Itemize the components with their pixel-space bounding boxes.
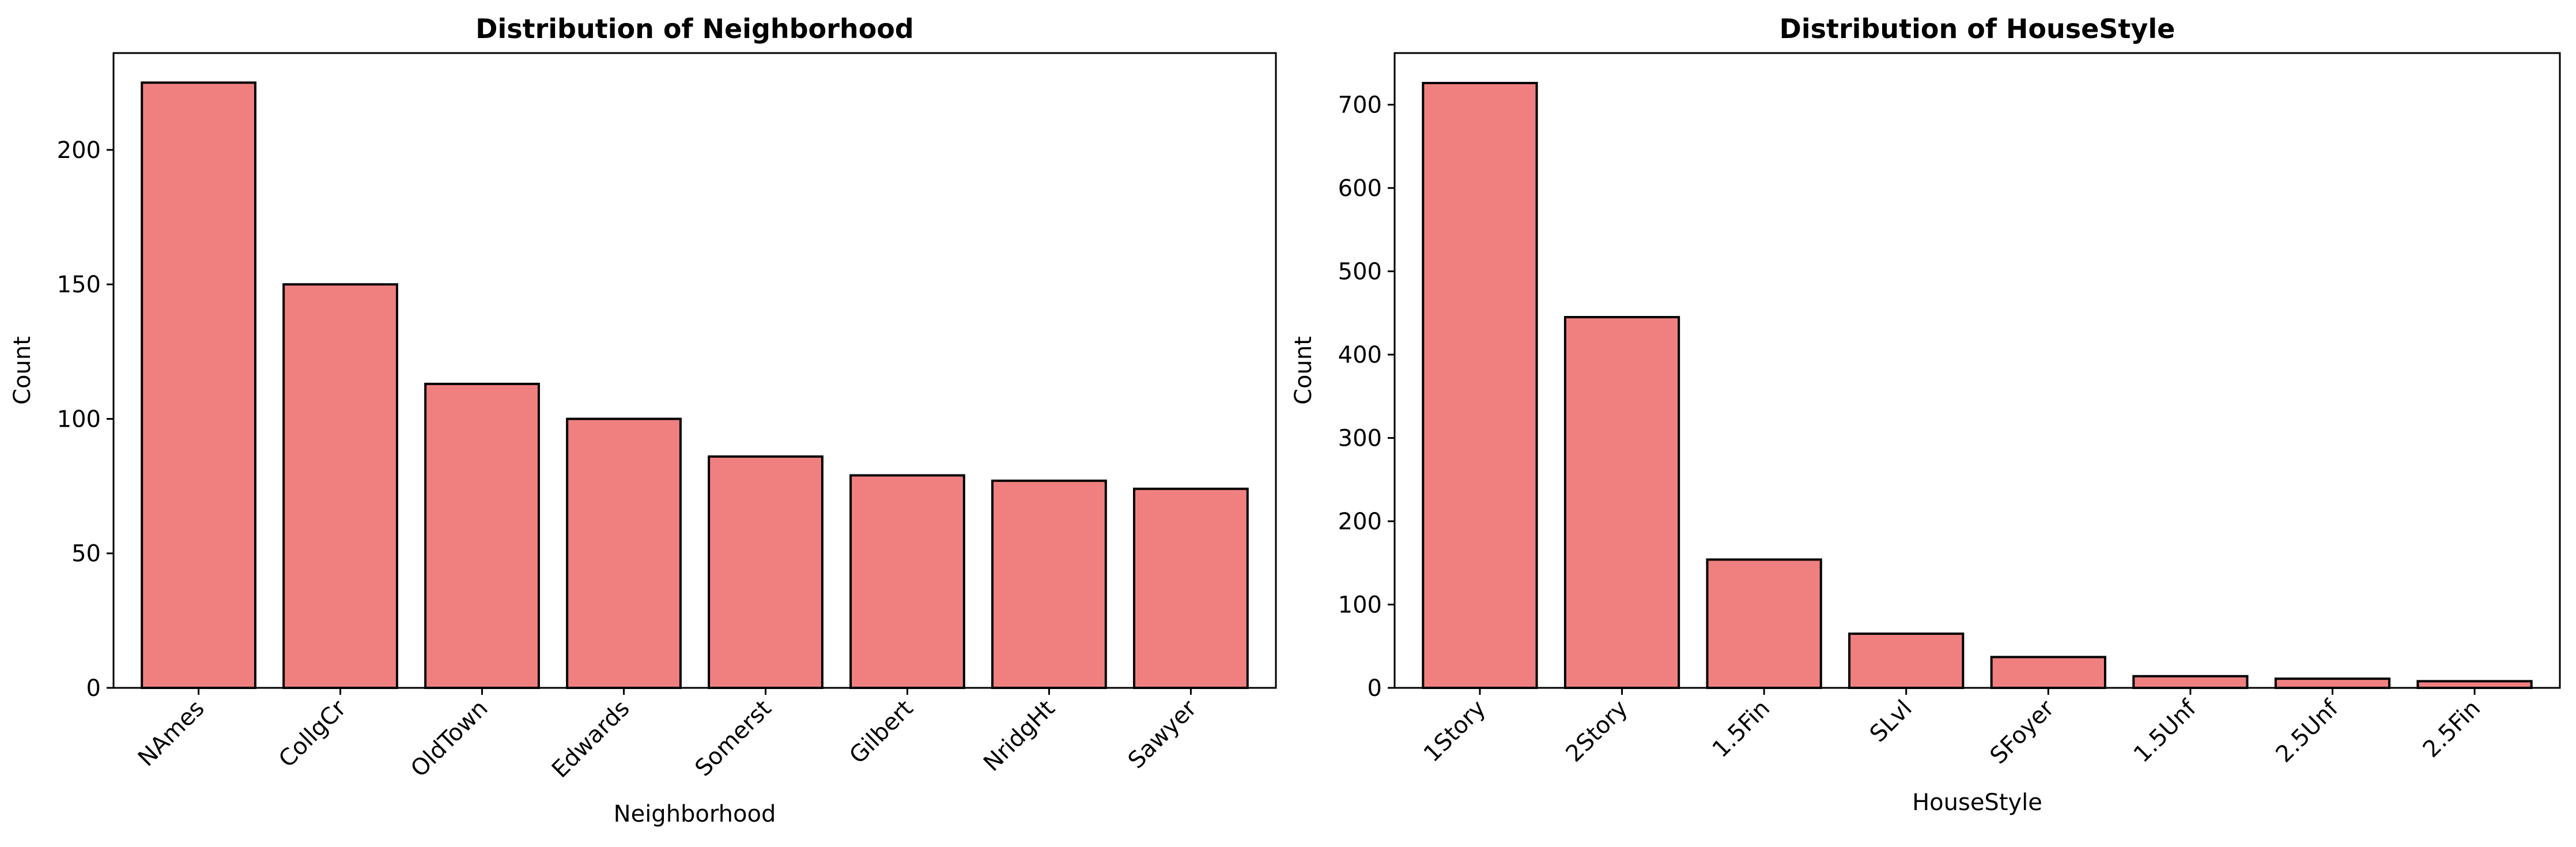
x-axis-label: HouseStyle (1912, 789, 2042, 816)
y-tick-label: 400 (1338, 342, 1382, 368)
x-tick-label: SFoyer (1985, 695, 2060, 769)
x-tick-label: 1.5Unf (2129, 695, 2202, 768)
x-tick-label: Somerst (690, 695, 776, 782)
x-tick-label: Gilbert (844, 695, 918, 769)
x-tick-label: CollgCr (274, 695, 352, 773)
bar (991, 479, 1107, 690)
x-tick-label: NAmes (133, 695, 210, 772)
x-tick-label: 2.5Unf (2271, 695, 2344, 768)
plot-area: 0 50 100 150 200 NAmes CollgCr OldTown Edwards So… (57, 52, 1277, 784)
x-tick-label: 2.5Fin (2418, 695, 2486, 763)
y-tick-label: 600 (1338, 175, 1382, 202)
bar (1990, 656, 2106, 690)
x-tick-label: OldTown (406, 695, 493, 782)
y-axis-label: Count (1290, 336, 1317, 405)
bar (1563, 316, 1680, 689)
chart-housestyle: Distribution of HouseStyle 0 100 200 300 400… (1290, 13, 2561, 816)
bar (1133, 487, 1249, 689)
x-tick-label: Edwards (547, 695, 635, 784)
x-tick-label: 2Story (1561, 695, 1633, 767)
chart-title: Distribution of Neighborhood (475, 13, 913, 44)
bar (2274, 677, 2391, 690)
bar (849, 474, 965, 689)
y-tick-label: 100 (1338, 592, 1382, 619)
y-tick-label: 200 (1338, 509, 1382, 535)
y-tick-label: 500 (1338, 259, 1382, 285)
x-tick-label: 1.5Fin (1708, 695, 1776, 763)
axes-frame (112, 52, 1277, 689)
chart-neighborhood: Distribution of Neighborhood 0 50 100 150 20… (9, 13, 1277, 827)
chart-title: Distribution of HouseStyle (1780, 13, 2175, 44)
bar (566, 417, 682, 689)
y-tick-label: 50 (71, 541, 101, 567)
y-tick-label: 700 (1338, 92, 1382, 119)
x-tick-label: Sawyer (1123, 695, 1202, 774)
bar (424, 382, 540, 689)
x-tick-label: NridgHt (979, 695, 1060, 777)
axes-frame (1393, 52, 2561, 689)
bar (1706, 558, 1822, 689)
y-tick-label: 100 (57, 406, 101, 432)
y-tick-label: 0 (86, 675, 101, 702)
x-tick-label: 1Story (1419, 695, 1491, 767)
x-axis-label: Neighborhood (614, 801, 776, 827)
bar (2132, 675, 2249, 689)
y-tick-label: 0 (1368, 675, 1382, 702)
bar (2416, 680, 2533, 689)
y-axis-label: Count (9, 336, 36, 405)
bar (1422, 82, 1538, 689)
y-tick-label: 150 (57, 272, 101, 298)
plot-area: 0 100 200 300 400 500 600 700 1Story 2Story 1.5Fin… (1338, 52, 2561, 769)
y-tick-label: 300 (1338, 426, 1382, 452)
bar (141, 81, 256, 690)
bar (1848, 633, 1965, 689)
x-tick-label: SLvl (1865, 695, 1917, 748)
y-tick-label: 200 (57, 137, 101, 164)
bar (708, 455, 824, 689)
bar (282, 283, 398, 689)
